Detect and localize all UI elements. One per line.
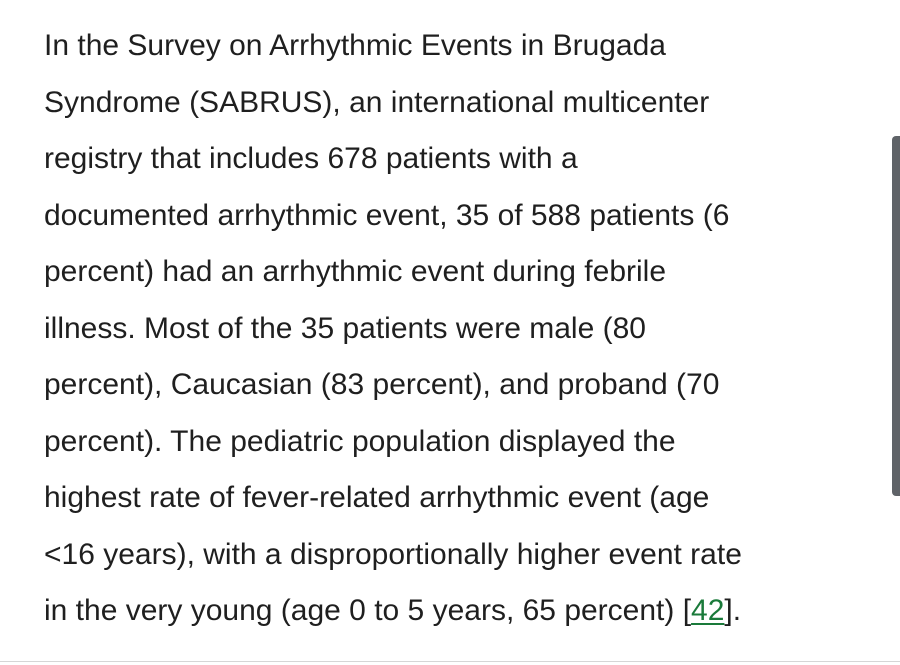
paragraph-line: highest rate of fever-related arrhythmic… <box>44 481 710 514</box>
paragraph-line: registry that includes 678 patients with… <box>44 142 578 175</box>
bottom-divider <box>0 661 900 662</box>
citation-link-42[interactable]: 42 <box>691 594 725 627</box>
paragraph-line: illness. Most of the 35 patients were ma… <box>44 311 646 345</box>
paragraph-last-line: in the very young (age 0 to 5 years, 65 … <box>44 583 874 640</box>
paragraph-line: percent), Caucasian (83 percent), and pr… <box>44 368 720 401</box>
article-paragraph: In the Survey on Arrhythmic Events in Br… <box>44 18 874 640</box>
paragraph-line: documented arrhythmic event, 35 of 588 p… <box>44 198 730 232</box>
last-line-end: ]. <box>724 594 742 627</box>
paragraph-line: <16 years), with a disproportionally hig… <box>44 537 742 571</box>
paragraph-line: Syndrome (SABRUS), an international mult… <box>44 85 710 119</box>
paragraph-line: percent). The pediatric population displ… <box>44 424 676 458</box>
scrollbar-thumb[interactable] <box>892 136 900 496</box>
paragraph-line: In the Survey on Arrhythmic Events in Br… <box>44 29 666 62</box>
paragraph-line: percent) had an arrhythmic event during … <box>44 255 667 288</box>
last-line-text: in the very young (age 0 to 5 years, 65 … <box>44 594 692 627</box>
